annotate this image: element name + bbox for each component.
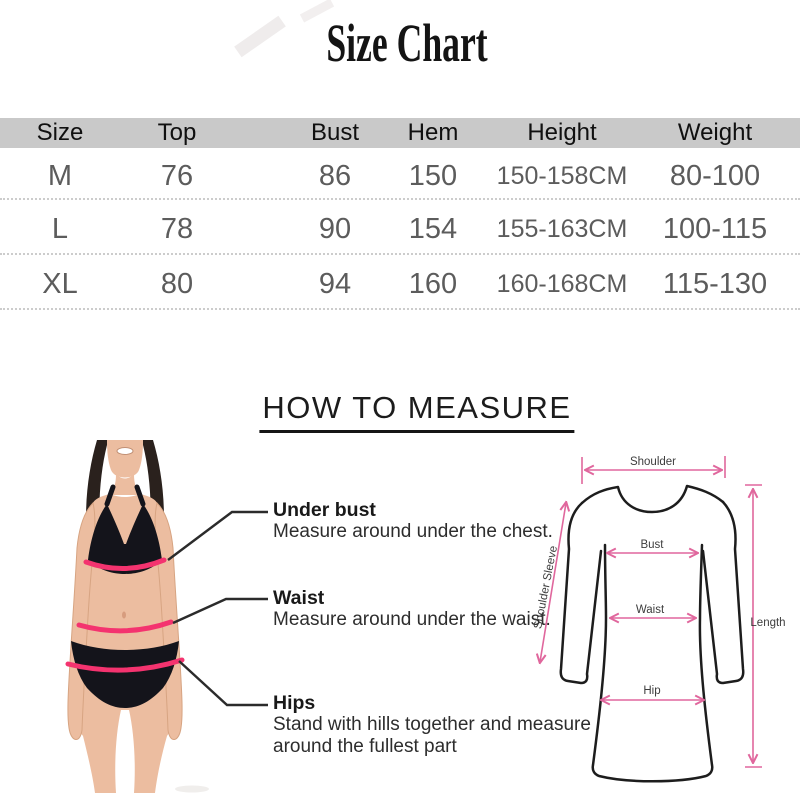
col-header-bust: Bust	[310, 119, 360, 146]
bikini-top	[88, 504, 162, 574]
bikini-straps	[104, 484, 146, 507]
cell-height: 150-158CM	[496, 162, 628, 190]
cell-top: 76	[160, 160, 194, 192]
garment-left-sleeve	[559, 501, 603, 685]
callout-lines	[167, 510, 268, 707]
cell-weight: 115-130	[662, 268, 768, 300]
navel	[122, 611, 126, 619]
measurement-band-underbust	[83, 557, 167, 571]
cell-hem: 150	[408, 160, 458, 192]
callout-line-hips	[178, 660, 268, 707]
cell-bust: 86	[318, 160, 352, 192]
measure-graphics: Shoulder Bust Waist Hip Length Shoulder …	[65, 440, 786, 793]
foot-shadow	[175, 785, 209, 793]
garment-top-outline	[580, 484, 725, 514]
cell-weight: 80-100	[669, 160, 761, 192]
body-silhouette	[68, 494, 182, 793]
callout-line-waist	[172, 597, 268, 625]
annotation-label: Hips	[273, 692, 316, 714]
annotation-text: Measure around under the chest.	[273, 521, 553, 542]
smile	[116, 447, 134, 455]
garment-right-sleeve	[701, 500, 745, 685]
cell-size: M	[47, 160, 73, 192]
cell-height: 160-168CM	[496, 270, 628, 298]
neck-shape	[108, 474, 142, 495]
annotation-under-bust: Under bust Measure around under the ches…	[273, 499, 553, 543]
how-to-measure-heading: HOW TO MEASURE	[259, 390, 575, 433]
cell-top: 80	[160, 268, 194, 300]
col-header-weight: Weight	[677, 119, 753, 146]
bikini-bottom	[71, 641, 179, 708]
cell-top: 78	[160, 213, 194, 245]
garment-body-sides	[591, 543, 714, 783]
cell-hem: 160	[408, 268, 458, 300]
col-header-height: Height	[527, 119, 597, 146]
label-bust: Bust	[640, 539, 664, 551]
watermark-shape	[234, 15, 286, 58]
page-title-wrap: Size Chart	[285, 12, 529, 74]
table-row-l: L 78 90 154 155-163CM 100-115	[0, 205, 800, 253]
callout-line-underbust	[167, 510, 268, 561]
annotation-text: Stand with hills together and measure	[273, 714, 591, 735]
annotation-hips: Hips Stand with hills together and measu…	[273, 692, 591, 758]
annotation-text: around the fullest part	[273, 736, 457, 757]
label-waist: Waist	[636, 604, 665, 616]
annotation-text: Measure around under the waist.	[273, 609, 551, 630]
annotation-label: Waist	[273, 587, 325, 609]
row-separator	[0, 253, 800, 255]
label-shoulder: Shoulder	[630, 456, 676, 468]
cell-bust: 94	[318, 268, 352, 300]
cell-size: XL	[42, 268, 78, 300]
garment-diagram: Shoulder Bust Waist Hip Length Shoulder …	[532, 456, 786, 783]
cell-bust: 90	[318, 213, 352, 245]
label-hip: Hip	[643, 685, 660, 697]
cell-hem: 154	[408, 213, 458, 245]
arrow-shoulder-sleeve	[540, 503, 566, 662]
cell-height: 155-163CM	[496, 215, 628, 243]
col-header-size: Size	[36, 119, 84, 146]
table-header-band	[0, 118, 800, 148]
label-length: Length	[750, 617, 785, 629]
annotation-label: Under bust	[273, 499, 376, 521]
measurement-band-hips	[65, 657, 185, 673]
col-header-top: Top	[157, 119, 197, 146]
page-title: Size Chart	[326, 13, 488, 73]
col-header-hem: Hem	[407, 119, 459, 146]
row-separator	[0, 308, 800, 310]
label-shoulder-sleeve: Shoulder Sleeve	[532, 545, 560, 630]
woman-illustration	[65, 440, 209, 793]
measurement-band-waist	[76, 619, 174, 634]
cell-weight: 100-115	[662, 213, 768, 245]
garment-body-outline	[592, 545, 713, 782]
table-row-m: M 76 86 150 150-158CM 80-100	[0, 152, 800, 200]
table-row-xl: XL 80 94 160 160-168CM 115-130	[0, 260, 800, 308]
row-separator	[0, 198, 800, 200]
table-header-row: Size Top Bust Hem Height Weight	[0, 118, 800, 148]
annotation-waist: Waist Measure around under the waist.	[273, 587, 551, 631]
cell-size: L	[51, 213, 69, 245]
face-shape	[107, 440, 143, 478]
